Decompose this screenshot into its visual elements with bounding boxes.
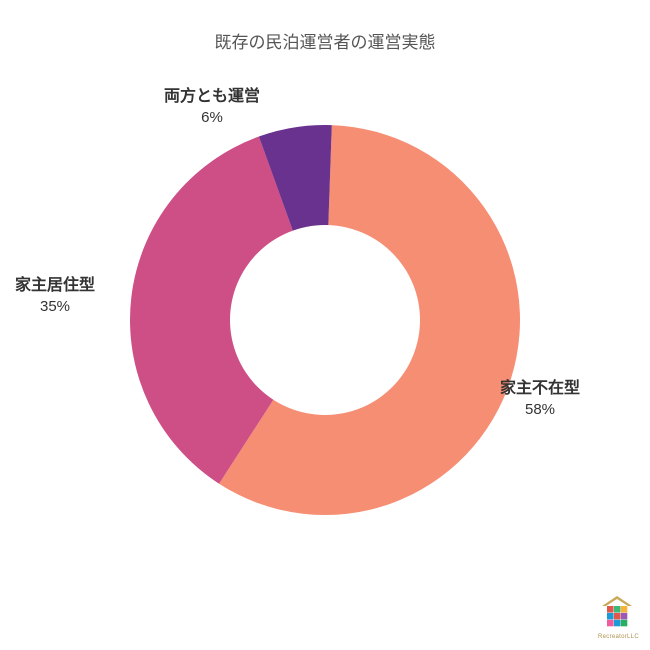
label-absent-pct: 58%: [500, 400, 580, 420]
donut-chart: [130, 125, 520, 515]
logo-tile: [614, 606, 621, 613]
label-both: 両方とも運営 6%: [164, 86, 260, 128]
logo-tile: [614, 613, 621, 620]
logo-tile: [607, 606, 614, 613]
chart-container: 既存の民泊運営者の運営実態 家主不在型 58% 家主居住型 35% 両方とも運営…: [0, 0, 650, 650]
logo-tile: [621, 606, 628, 613]
logo-tile: [607, 620, 614, 627]
label-resident-pct: 35%: [15, 297, 95, 317]
label-resident: 家主居住型 35%: [15, 275, 95, 317]
logo-icon: RecreatorLLC: [598, 594, 636, 640]
logo-tile: [614, 620, 621, 627]
label-resident-name: 家主居住型: [15, 275, 95, 297]
label-absent: 家主不在型 58%: [500, 378, 580, 420]
chart-title: 既存の民泊運営者の運営実態: [0, 28, 650, 53]
logo-tile: [621, 620, 628, 627]
logo-tile: [621, 613, 628, 620]
label-absent-name: 家主不在型: [500, 378, 580, 400]
logo-roof: [602, 596, 632, 606]
label-both-pct: 6%: [164, 108, 260, 128]
label-both-name: 両方とも運営: [164, 86, 260, 108]
logo-tile: [607, 613, 614, 620]
logo-caption: RecreatorLLC: [598, 634, 636, 640]
